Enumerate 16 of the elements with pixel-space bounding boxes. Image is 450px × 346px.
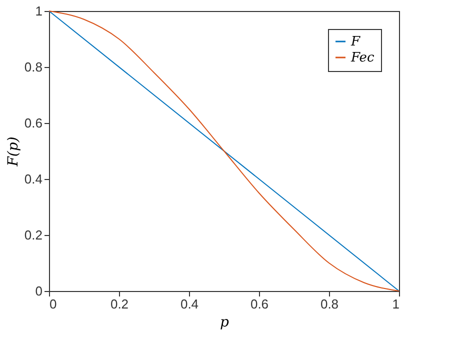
legend-label: Fec	[350, 50, 375, 66]
x-tick-label: 0.6	[250, 296, 269, 312]
y-tick-label: 0.6	[24, 116, 42, 130]
x-tick-label: 0.8	[320, 296, 339, 312]
y-tick-label: 1	[35, 4, 42, 18]
y-tick-label: 0	[35, 284, 42, 298]
y-axis-title: F(p)	[5, 136, 22, 168]
x-tick-label: 0.4	[180, 296, 199, 312]
y-tick-label: 0.4	[24, 172, 42, 186]
y-tick-label: 0.8	[24, 60, 42, 74]
x-tick-label: 0.2	[110, 296, 129, 312]
x-tick-label: 0	[50, 296, 57, 312]
y-tick-label: 0.2	[24, 228, 42, 242]
legend-label: F	[350, 34, 361, 50]
x-tick-label: 1	[392, 296, 400, 312]
x-axis-title: p	[220, 314, 230, 330]
